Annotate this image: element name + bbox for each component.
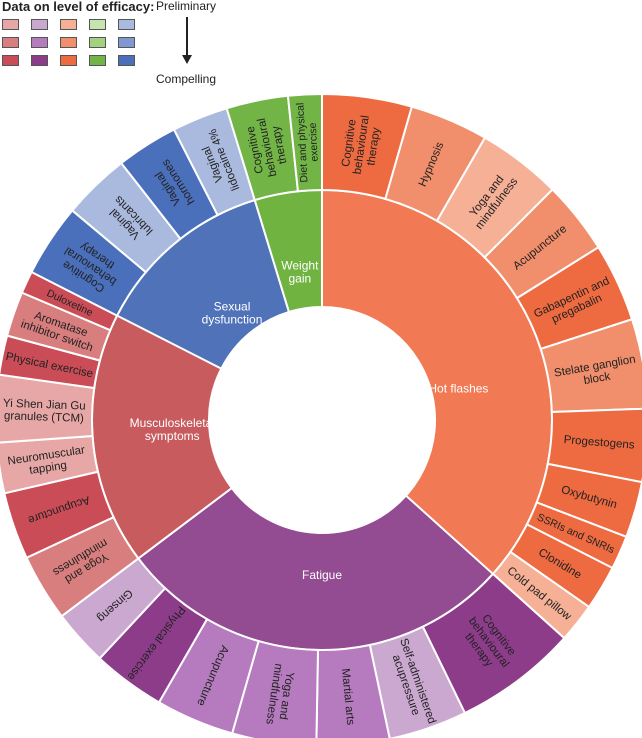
intervention-label: Diet and physicalexercise [294,102,321,183]
legend-swatch [60,37,77,48]
outer-ring: Cognitivebehaviouraltherapy HypnosisYoga … [0,92,642,738]
center-hole [209,307,435,533]
inner-ring: Hot flashes Fatigue Musculoskeletal symptom… [91,188,553,651]
category-label-line: gain [288,271,311,285]
legend-arrow-down-icon [182,55,192,64]
efficacy-legend: Data on level of efficacy: Preliminary C… [0,0,230,90]
legend-preliminary-label: Preliminary [156,0,217,13]
intervention-label-line: exercise [307,122,321,162]
category-label-line: Sexual [214,299,251,313]
legend-swatch [118,55,135,66]
legend-swatch [31,19,48,30]
legend-swatch [2,19,19,30]
legend-swatch [31,37,48,48]
legend-swatch [60,19,77,30]
category-label: Sexual dysfunction [202,299,263,326]
legend-compelling-label: Compelling [156,72,217,86]
category-label-line: Fatigue [302,568,342,582]
legend-swatch [31,55,48,66]
intervention-segment [286,92,323,193]
legend-swatch [89,37,106,48]
intervention-label: Progestogens [563,434,635,452]
legend-arrow-shaft [186,17,188,57]
intervention-label-line: block [583,371,612,388]
intervention-label-line: tapping [29,460,68,477]
intervention-label-line: therapy [365,127,382,167]
legend-title: Data on level of efficacy: [2,0,155,14]
legend-swatch [60,55,77,66]
intervention-label-line: Diet and physical [294,102,310,182]
intervention-label: Martial arts [339,668,356,726]
intervention-label-line: Martial arts [339,668,356,726]
category-label: Musculoskeletal symptoms [130,416,215,443]
intervention-label: Cognitivebehaviouraltherapy [339,113,384,177]
category-label: Weight gain [281,258,319,285]
category-label-line: Weight [281,258,319,272]
category-label-line: dysfunction [202,312,263,326]
intervention-label: Yi Shen Jian Gugranules (TCM) [2,398,85,425]
category-label-line: Musculoskeletal [130,416,215,430]
intervention-label-line: Progestogens [563,434,635,452]
legend-swatch [118,19,135,30]
legend-swatch [89,19,106,30]
intervention-label-line: Yi Shen Jian Gu [3,398,86,413]
category-label-line: symptoms [145,429,200,443]
category-label: Fatigue [302,568,342,582]
category-label-line: Hot flashes [428,382,488,396]
legend-swatch [2,55,19,66]
legend-swatch [2,37,19,48]
legend-swatch [118,37,135,48]
category-label: Hot flashes [428,382,488,396]
intervention-label-line: granules (TCM) [4,410,84,425]
legend-swatch [89,55,106,66]
